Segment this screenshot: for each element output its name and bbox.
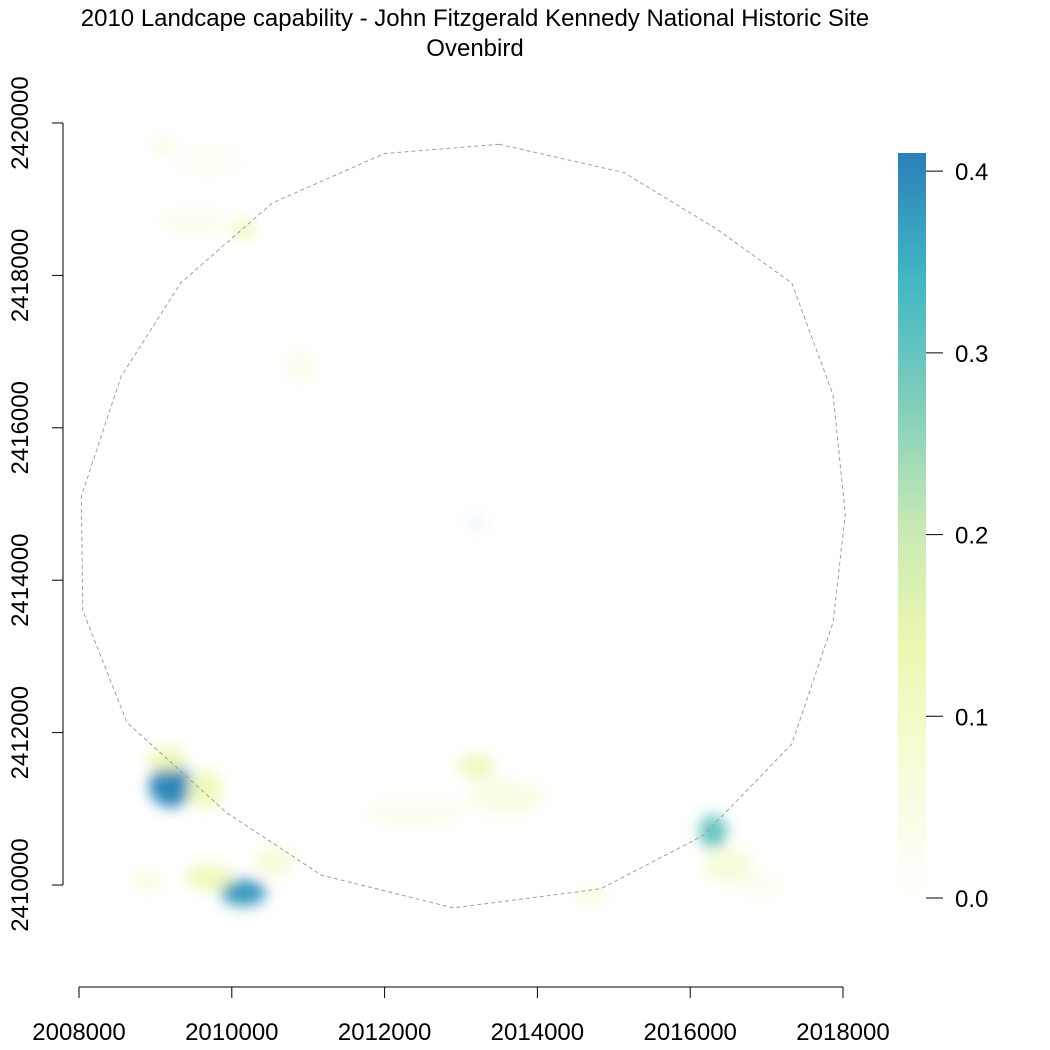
heat-cell-12: [159, 209, 228, 236]
x-tick-label: 2018000: [796, 1019, 889, 1046]
heat-cell-3: [220, 879, 267, 906]
legend-tick-label: 0.2: [955, 523, 988, 550]
heat-cell-6: [699, 814, 727, 849]
chart-subtitle: Ovenbird: [426, 35, 523, 62]
heat-cell-18: [132, 869, 164, 893]
legend-tick-label: 0.3: [955, 341, 988, 368]
legend-tick-label: 0.1: [955, 704, 988, 731]
y-axis: 2410000 2412000 2414000 2416000 2418000 24200…: [7, 76, 64, 932]
heat-cell-17: [736, 873, 782, 897]
y-tick-label: 2410000: [7, 838, 34, 931]
heat-cell-8: [457, 754, 495, 780]
heat-cell-13: [151, 138, 175, 154]
heat-cell-19: [473, 521, 479, 526]
heat-cell-7: [703, 848, 754, 884]
site-boundary: [80, 143, 846, 909]
heat-cell-14: [174, 145, 244, 177]
x-tick-label: 2008000: [32, 1019, 125, 1046]
heat-cell-10: [365, 798, 465, 827]
heat-cell-4: [184, 864, 234, 891]
y-tick-label: 2414000: [7, 533, 34, 626]
y-tick-label: 2416000: [7, 381, 34, 474]
legend-tick-label: 0.0: [955, 886, 988, 913]
heat-cell-5: [253, 846, 294, 878]
x-tick-label: 2010000: [185, 1019, 278, 1046]
heatmap-layer: [132, 138, 782, 908]
heat-cell-16: [575, 885, 607, 908]
x-tick-label: 2016000: [643, 1019, 736, 1046]
legend-tick-label: 0.4: [955, 159, 988, 186]
y-tick-label: 2420000: [7, 76, 34, 169]
colorbar-legend: 0.0 0.1 0.2 0.3 0.4: [898, 153, 988, 913]
x-axis: 2008000 2010000 2012000 2014000 2016000 20180…: [32, 986, 890, 1046]
heat-cell-9: [468, 779, 546, 815]
heat-cell-11: [231, 220, 255, 239]
y-tick-label: 2418000: [7, 229, 34, 322]
x-tick-label: 2012000: [338, 1019, 431, 1046]
y-tick-label: 2412000: [7, 686, 34, 779]
heat-cell-0: [149, 764, 193, 808]
heat-cell-2: [188, 769, 222, 810]
colorbar: [898, 153, 926, 898]
x-tick-label: 2014000: [491, 1019, 584, 1046]
heat-cell-15: [286, 351, 315, 383]
chart-title: 2010 Landcape capability - John Fitzgera…: [81, 5, 869, 32]
